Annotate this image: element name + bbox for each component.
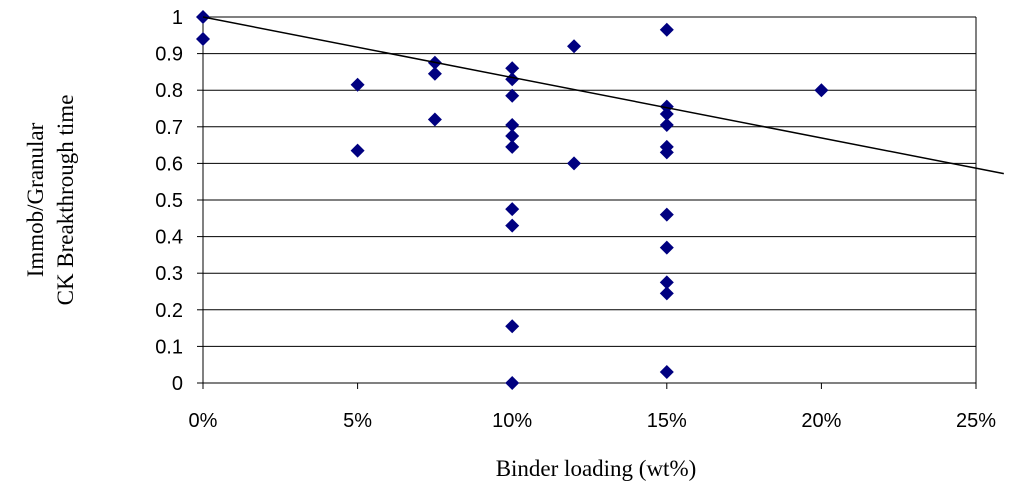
x-axis-title: Binder loading (wt%): [496, 456, 697, 481]
y-axis-title: Immob/Granular CK Breakthrough time: [23, 95, 78, 306]
data-point: [196, 31, 210, 46]
y-tick-label: 0: [172, 373, 183, 395]
data-point: [659, 99, 674, 114]
data-point: [505, 128, 520, 143]
data-point: [659, 365, 674, 380]
data-point: [814, 83, 829, 98]
x-tick-labels: 0% 5% 10% 15% 20% 25%: [189, 410, 997, 432]
data-point: [659, 240, 674, 255]
x-tick-label: 5%: [343, 410, 372, 432]
trendline-group: [202, 16, 1004, 175]
data-point: [659, 145, 674, 160]
x-tick-label: 25%: [956, 410, 996, 432]
data-point: [505, 88, 520, 103]
data-point: [505, 117, 520, 132]
data-point: [659, 286, 674, 301]
data-point: [567, 156, 582, 171]
data-point: [505, 218, 520, 233]
data-point: [427, 66, 442, 81]
y-tick-label: 0.3: [155, 263, 183, 285]
data-point: [567, 39, 582, 54]
data-point: [659, 22, 674, 37]
y-tick-label: 0.6: [155, 153, 183, 175]
y-tick-label: 0.1: [155, 336, 183, 358]
y-tick-label: 0.7: [155, 117, 183, 139]
trendline: [202, 16, 1004, 175]
data-point: [505, 139, 520, 154]
x-tick-label: 10%: [492, 410, 532, 432]
y-tick-label: 0.2: [155, 300, 183, 322]
data-point: [659, 106, 674, 121]
data-point: [350, 143, 365, 158]
y-tick-label: 0.5: [155, 190, 183, 212]
data-point: [659, 117, 674, 132]
y-axis-title-line-2: CK Breakthrough time: [53, 95, 78, 306]
data-point: [659, 207, 674, 222]
data-point: [505, 319, 520, 334]
y-tick-label: 0.4: [155, 227, 183, 249]
axes: [197, 16, 977, 389]
y-axis-title-line-1: Immob/Granular: [23, 122, 48, 277]
x-tick-label: 20%: [801, 410, 841, 432]
x-tick-label: 15%: [647, 410, 687, 432]
x-tick-label: 0%: [189, 410, 218, 432]
y-tick-labels: 0 0.1 0.2 0.3 0.4 0.5 0.6 0.7 0.8 0.9 1: [155, 7, 183, 395]
y-tick-label: 1: [172, 7, 183, 29]
gridlines: [203, 16, 976, 384]
data-point: [505, 61, 520, 76]
data-point: [350, 77, 365, 92]
data-point: [659, 275, 674, 290]
y-tick-label: 0.8: [155, 80, 183, 102]
y-tick-label: 0.9: [155, 44, 183, 66]
data-point: [427, 112, 442, 127]
data-point: [505, 202, 520, 217]
data-point: [505, 72, 520, 87]
data-point: [505, 376, 520, 390]
